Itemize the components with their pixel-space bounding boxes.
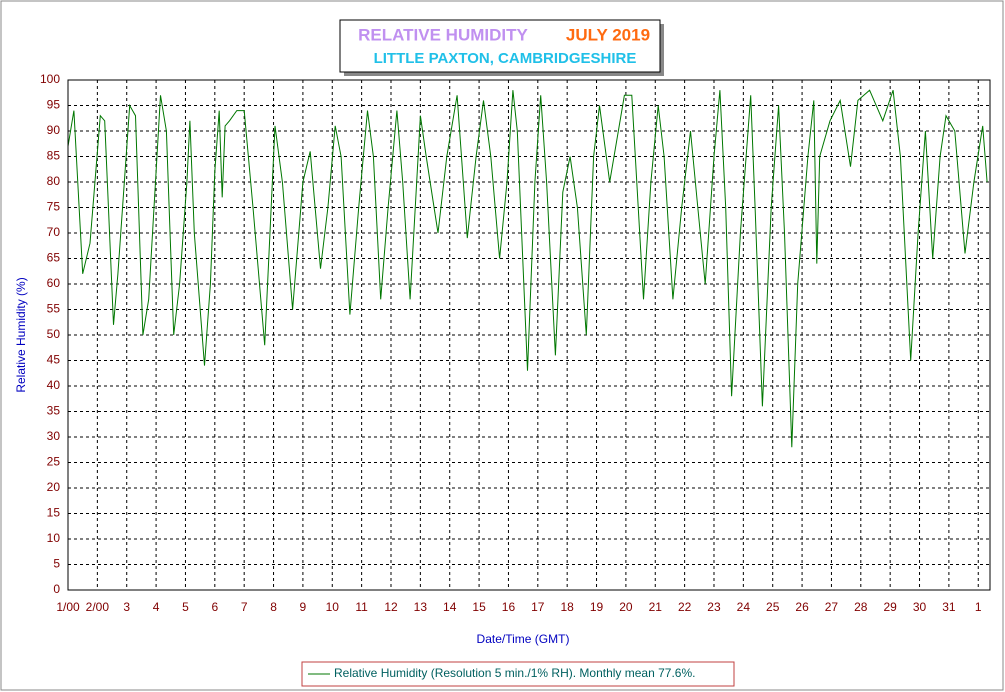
x-axis-label: Date/Time (GMT) [477,632,570,646]
y-tick-label: 20 [47,480,61,494]
x-tick-label: 20 [619,600,633,614]
y-axis-label: Relative Humidity (%) [14,277,28,392]
x-tick-label: 3 [123,600,130,614]
chart-title: RELATIVE HUMIDITY [358,25,528,44]
y-tick-label: 30 [47,429,61,443]
x-tick-label: 5 [182,600,189,614]
x-tick-label: 7 [241,600,248,614]
x-tick-label: 28 [854,600,868,614]
y-tick-label: 50 [47,327,61,341]
chart-period: JULY 2019 [566,25,650,44]
chart-subtitle: LITTLE PAXTON, CAMBRIDGESHIRE [374,50,637,67]
title-box [339,19,661,73]
y-tick-label: 70 [47,225,61,239]
y-tick-label: 55 [47,302,61,316]
x-tick-label: 6 [211,600,218,614]
x-tick-label: 11 [355,600,368,614]
y-tick-label: 95 [47,98,61,112]
y-tick-label: 100 [40,72,60,86]
x-tick-label: 4 [153,600,160,614]
x-tick-label: 9 [300,600,307,614]
x-tick-label: 27 [825,600,839,614]
x-tick-label: 18 [560,600,574,614]
y-tick-label: 85 [47,149,61,163]
x-tick-label: 22 [678,600,692,614]
legend-label: Relative Humidity (Resolution 5 min./1% … [334,666,695,680]
y-tick-label: 0 [53,582,60,596]
x-tick-label: 23 [707,600,721,614]
y-tick-label: 10 [47,531,61,545]
x-tick-label: 1 [975,600,982,614]
y-tick-label: 40 [47,378,61,392]
y-tick-label: 5 [53,557,60,571]
y-tick-label: 15 [47,506,61,520]
y-tick-label: 25 [47,455,61,469]
x-tick-label: 2/00 [86,600,110,614]
x-tick-label: 21 [649,600,663,614]
plot-border [67,79,991,591]
x-tick-label: 25 [766,600,780,614]
x-tick-label: 13 [414,600,428,614]
y-tick-label: 45 [47,353,61,367]
x-tick-label: 26 [795,600,809,614]
x-tick-label: 29 [883,600,897,614]
y-tick-label: 35 [47,404,61,418]
legend-box [301,661,735,687]
x-tick-label: 30 [913,600,927,614]
x-tick-label: 16 [502,600,516,614]
x-tick-label: 31 [942,600,956,614]
y-tick-label: 80 [47,174,61,188]
y-tick-label: 90 [47,123,61,137]
y-tick-label: 65 [47,251,61,265]
x-tick-label: 14 [443,600,457,614]
x-tick-label: 17 [531,600,545,614]
y-tick-label: 75 [47,200,61,214]
x-tick-label: 15 [472,600,486,614]
data-line [67,89,988,448]
x-tick-label: 24 [737,600,751,614]
x-tick-label: 1/00 [56,600,80,614]
x-tick-label: 10 [326,600,340,614]
y-tick-label: 60 [47,276,61,290]
x-tick-label: 12 [384,600,398,614]
x-tick-label: 8 [270,600,277,614]
x-tick-label: 19 [590,600,604,614]
